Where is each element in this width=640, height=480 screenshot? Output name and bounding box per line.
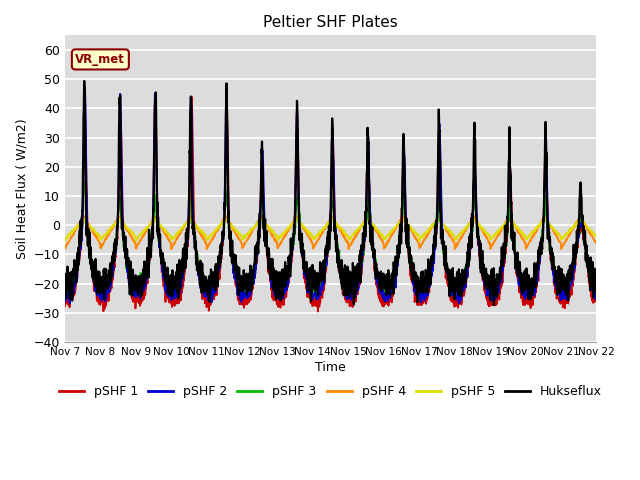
Text: VR_met: VR_met xyxy=(76,53,125,66)
Title: Peltier SHF Plates: Peltier SHF Plates xyxy=(263,15,398,30)
X-axis label: Time: Time xyxy=(315,361,346,374)
Legend: pSHF 1, pSHF 2, pSHF 3, pSHF 4, pSHF 5, Hukseflux: pSHF 1, pSHF 2, pSHF 3, pSHF 4, pSHF 5, … xyxy=(54,380,607,403)
Y-axis label: Soil Heat Flux ( W/m2): Soil Heat Flux ( W/m2) xyxy=(15,119,28,259)
